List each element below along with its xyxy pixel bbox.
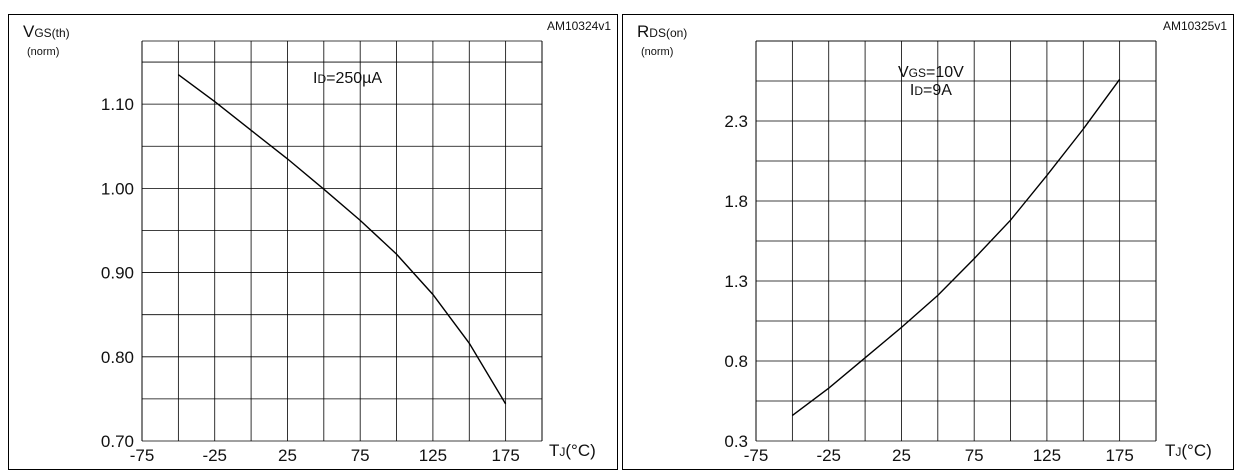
x-tick-label: 125	[419, 446, 447, 465]
x-tick-label: -25	[202, 446, 227, 465]
y-tick-label: 2.3	[724, 112, 748, 131]
chart-panel-rds: AM10325v1 RDS(on) (norm) VGS=10V ID=9A T…	[622, 14, 1234, 470]
x-tick-label: 75	[965, 446, 984, 465]
x-tick-label: 175	[1105, 446, 1133, 465]
data-series-line	[792, 79, 1119, 415]
y-tick-label: 1.10	[101, 95, 134, 114]
y-tick-label: 1.3	[724, 272, 748, 291]
x-tick-label: 175	[491, 446, 519, 465]
y-tick-label: 0.8	[724, 352, 748, 371]
x-tick-label: 75	[351, 446, 370, 465]
chart-panel-vgs: AM10324v1 VGS(th) (norm) ID=250µA TJ(°C)…	[8, 14, 618, 470]
x-tick-label: -25	[816, 446, 841, 465]
x-tick-label: 25	[278, 446, 297, 465]
y-tick-label: 1.00	[101, 179, 134, 198]
x-tick-label: -75	[130, 446, 155, 465]
y-tick-label: 0.90	[101, 264, 134, 283]
y-tick-label: 0.80	[101, 348, 134, 367]
y-tick-label: 1.8	[724, 192, 748, 211]
x-tick-label: 25	[892, 446, 911, 465]
x-tick-label: -75	[744, 446, 769, 465]
x-tick-label: 125	[1033, 446, 1061, 465]
data-series-line	[178, 75, 505, 404]
